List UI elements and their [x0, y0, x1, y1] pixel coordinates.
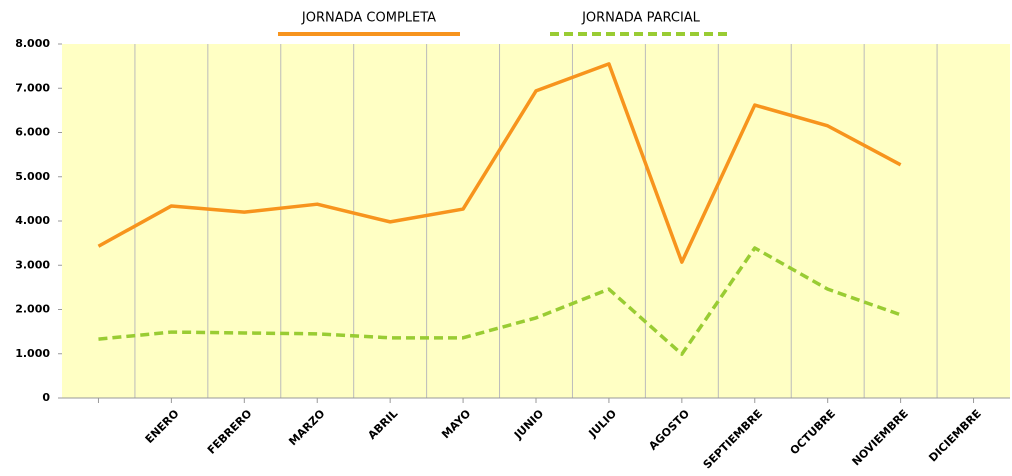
x-tick-label: JUNIO [511, 407, 546, 442]
x-tick-label: OCTUBRE [788, 407, 838, 457]
x-tick-label: JULIO [586, 407, 620, 441]
y-tick-label: 5.000 [15, 170, 50, 183]
y-tick-label: 4.000 [15, 214, 50, 227]
legend-label: JORNADA COMPLETA [301, 11, 436, 26]
x-tick-label: NOVIEMBRE [850, 407, 911, 468]
x-tick-label: SEPTIEMBRE [701, 407, 765, 471]
y-tick-label: 2.000 [15, 303, 50, 316]
legend-label: JORNADA PARCIAL [581, 11, 701, 26]
x-tick-label: MAYO [439, 407, 473, 441]
x-tick-label: ABRIL [365, 407, 400, 442]
plot-area [62, 44, 1010, 398]
y-tick-label: 7.000 [15, 81, 50, 94]
series-line [97, 62, 902, 264]
x-tick-label: AGOSTO [646, 407, 692, 453]
y-tick-label: 8.000 [15, 37, 50, 50]
y-tick-label: 3.000 [15, 258, 50, 271]
series-line [98, 246, 902, 356]
y-tick-label: 1.000 [15, 347, 50, 360]
x-tick-label: FEBRERO [205, 407, 255, 457]
x-tick-label: ENERO [143, 407, 182, 446]
x-tick-label: MARZO [286, 407, 327, 448]
x-tick-label: DICIEMBRE [926, 407, 983, 464]
y-tick-label: 0 [42, 391, 50, 404]
y-tick-label: 6.000 [15, 126, 50, 139]
